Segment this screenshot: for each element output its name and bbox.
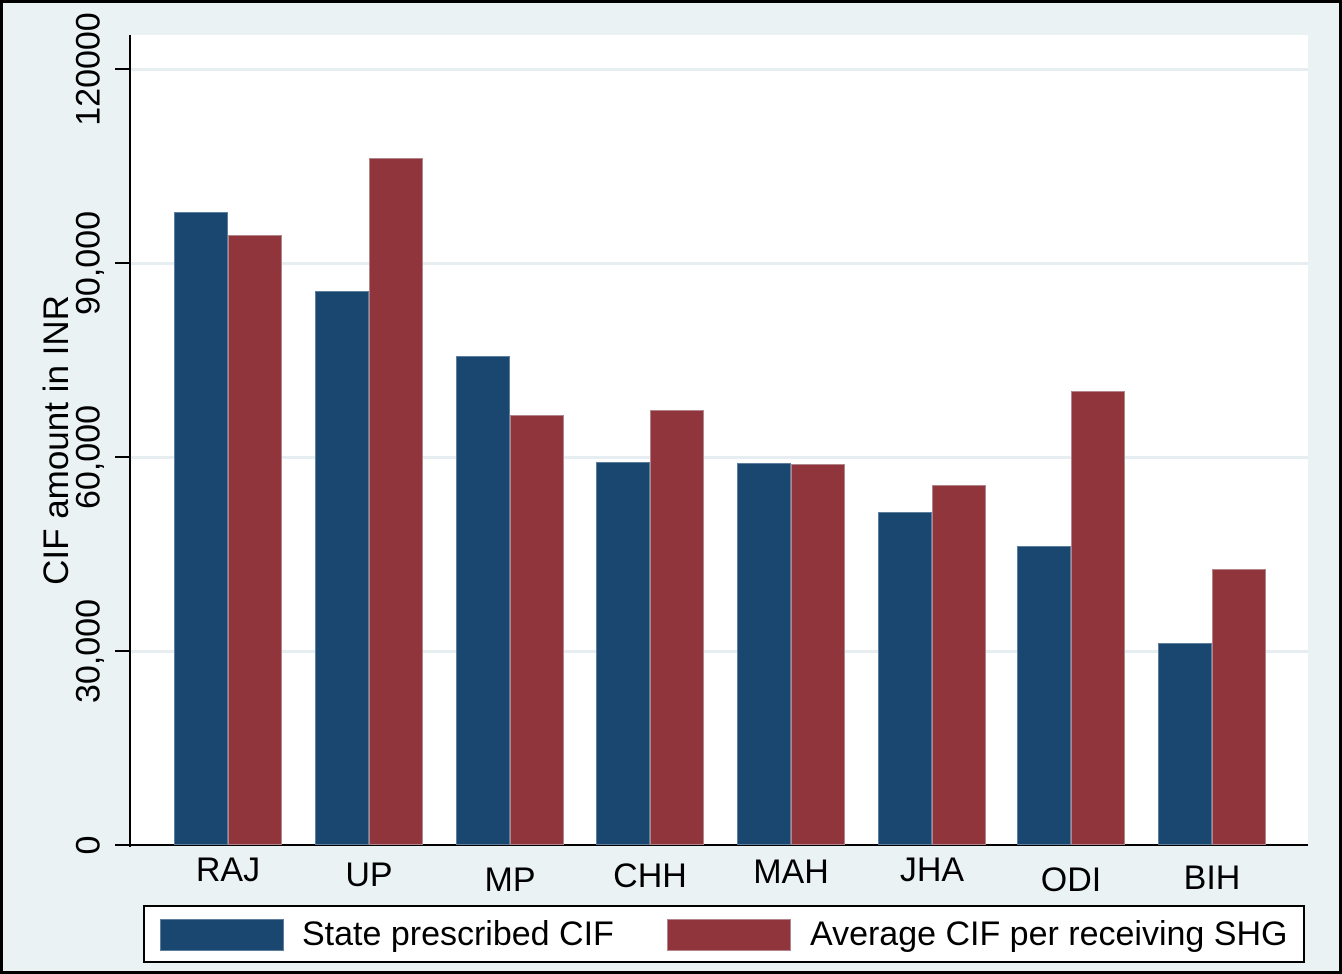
x-category-label-bih: BIH xyxy=(1183,859,1241,897)
y-axis-line xyxy=(129,35,131,847)
x-axis-line xyxy=(115,844,1308,846)
plot-area xyxy=(131,35,1308,845)
bar-odi-series-1 xyxy=(1071,391,1125,845)
y-tick-label: 120000 xyxy=(69,12,108,126)
bar-raj-series-0 xyxy=(174,212,228,845)
gridline-120000 xyxy=(131,67,1308,71)
bar-jha-series-1 xyxy=(932,485,986,845)
x-category-label-odi: ODI xyxy=(1040,861,1102,899)
y-tick-30,000 xyxy=(115,650,129,652)
bar-up-series-0 xyxy=(315,291,369,845)
y-tick-90,000 xyxy=(115,262,129,264)
y-tick-label: 30,000 xyxy=(69,599,108,703)
legend-label-series-1: Average CIF per receiving SHG xyxy=(810,914,1288,953)
y-tick-0 xyxy=(115,844,129,846)
bar-mp-series-0 xyxy=(456,356,510,845)
bar-mah-series-0 xyxy=(737,463,791,845)
bar-bih-series-1 xyxy=(1212,569,1266,845)
legend-box: State prescribed CIF Average CIF per rece… xyxy=(143,905,1305,963)
y-axis-title: CIF amount in INR xyxy=(37,295,76,585)
x-category-label-jha: JHA xyxy=(899,851,965,889)
bar-chh-series-1 xyxy=(650,410,704,845)
y-tick-60,000 xyxy=(115,456,129,458)
bar-jha-series-0 xyxy=(878,512,932,845)
bar-bih-series-0 xyxy=(1158,643,1212,845)
legend-swatch-series-1 xyxy=(667,919,791,951)
bar-up-series-1 xyxy=(369,158,423,845)
bar-odi-series-0 xyxy=(1017,546,1071,845)
y-tick-120000 xyxy=(115,68,129,70)
gridline-90,000 xyxy=(131,261,1308,265)
legend-swatch-series-0 xyxy=(160,919,284,951)
bar-raj-series-1 xyxy=(228,235,282,845)
legend-label-series-0: State prescribed CIF xyxy=(302,914,614,953)
x-category-label-mp: MP xyxy=(484,861,536,899)
gridline-60,000 xyxy=(131,455,1308,459)
bar-mah-series-1 xyxy=(791,464,845,845)
gridline-30,000 xyxy=(131,649,1308,653)
y-tick-label: 0 xyxy=(69,835,108,855)
x-category-label-up: UP xyxy=(345,856,393,894)
x-category-label-mah: MAH xyxy=(753,853,829,891)
x-category-label-chh: CHH xyxy=(613,857,687,895)
bar-mp-series-1 xyxy=(510,415,564,845)
bar-chh-series-0 xyxy=(596,462,650,845)
x-category-label-raj: RAJ xyxy=(195,851,261,889)
